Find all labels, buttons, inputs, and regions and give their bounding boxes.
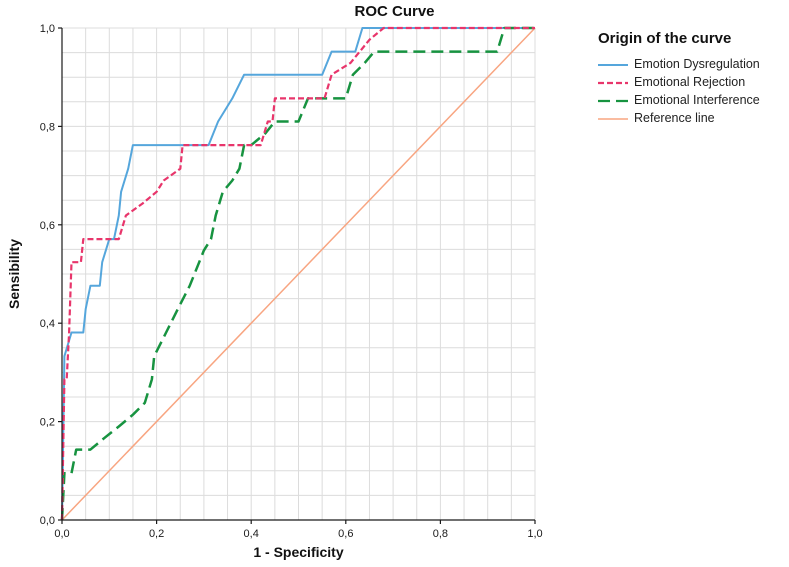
legend-item-label: Emotional Rejection xyxy=(634,75,746,89)
legend-item: Emotional Rejection xyxy=(598,75,786,90)
legend-item: Emotion Dysregulation xyxy=(598,57,786,72)
y-tick-label: 0,8 xyxy=(40,121,55,133)
series-emotional-rejection xyxy=(60,26,535,521)
x-tick-label: 0,6 xyxy=(338,528,353,540)
y-tick-label: 0,6 xyxy=(40,220,55,232)
x-tick-label: 0,8 xyxy=(433,528,448,540)
legend-item-label: Emotional Interference xyxy=(634,93,760,107)
gridlines xyxy=(61,27,536,521)
legend-line-swatch xyxy=(598,63,628,66)
legend-item: Reference line xyxy=(598,111,786,126)
series-emotion-dysregulation xyxy=(61,27,535,521)
y-tick-label: 0,4 xyxy=(40,318,55,330)
y-tick-label: 0,2 xyxy=(40,417,55,429)
y-axis-title: Sensibility xyxy=(6,238,22,310)
chart-title: ROC Curve xyxy=(354,3,435,20)
legend-items: Emotion Dysregulation Emotional Rejection… xyxy=(598,57,786,126)
series-emotional-interference xyxy=(60,26,535,521)
legend-item-label: Reference line xyxy=(634,111,715,125)
legend: Origin of the curve Emotion Dysregulatio… xyxy=(598,30,786,129)
series-reference-line xyxy=(61,27,536,521)
x-tick-label: 0,2 xyxy=(149,528,164,540)
x-axis-title: 1 - Specificity xyxy=(253,544,344,560)
legend-line-swatch xyxy=(598,81,628,84)
y-tick-label: 0,0 xyxy=(40,515,55,527)
legend-item-label: Emotion Dysregulation xyxy=(634,57,760,71)
axes xyxy=(61,28,535,521)
legend-line-swatch xyxy=(598,99,628,102)
x-tick-label: 1,0 xyxy=(527,528,542,540)
legend-item: Emotional Interference xyxy=(598,93,786,108)
legend-title: Origin of the curve xyxy=(598,30,732,47)
x-tick-label: 0,0 xyxy=(54,528,69,540)
y-tick-label: 1,0 xyxy=(40,23,55,35)
x-tick-label: 0,4 xyxy=(244,528,259,540)
legend-line-swatch xyxy=(598,117,628,120)
